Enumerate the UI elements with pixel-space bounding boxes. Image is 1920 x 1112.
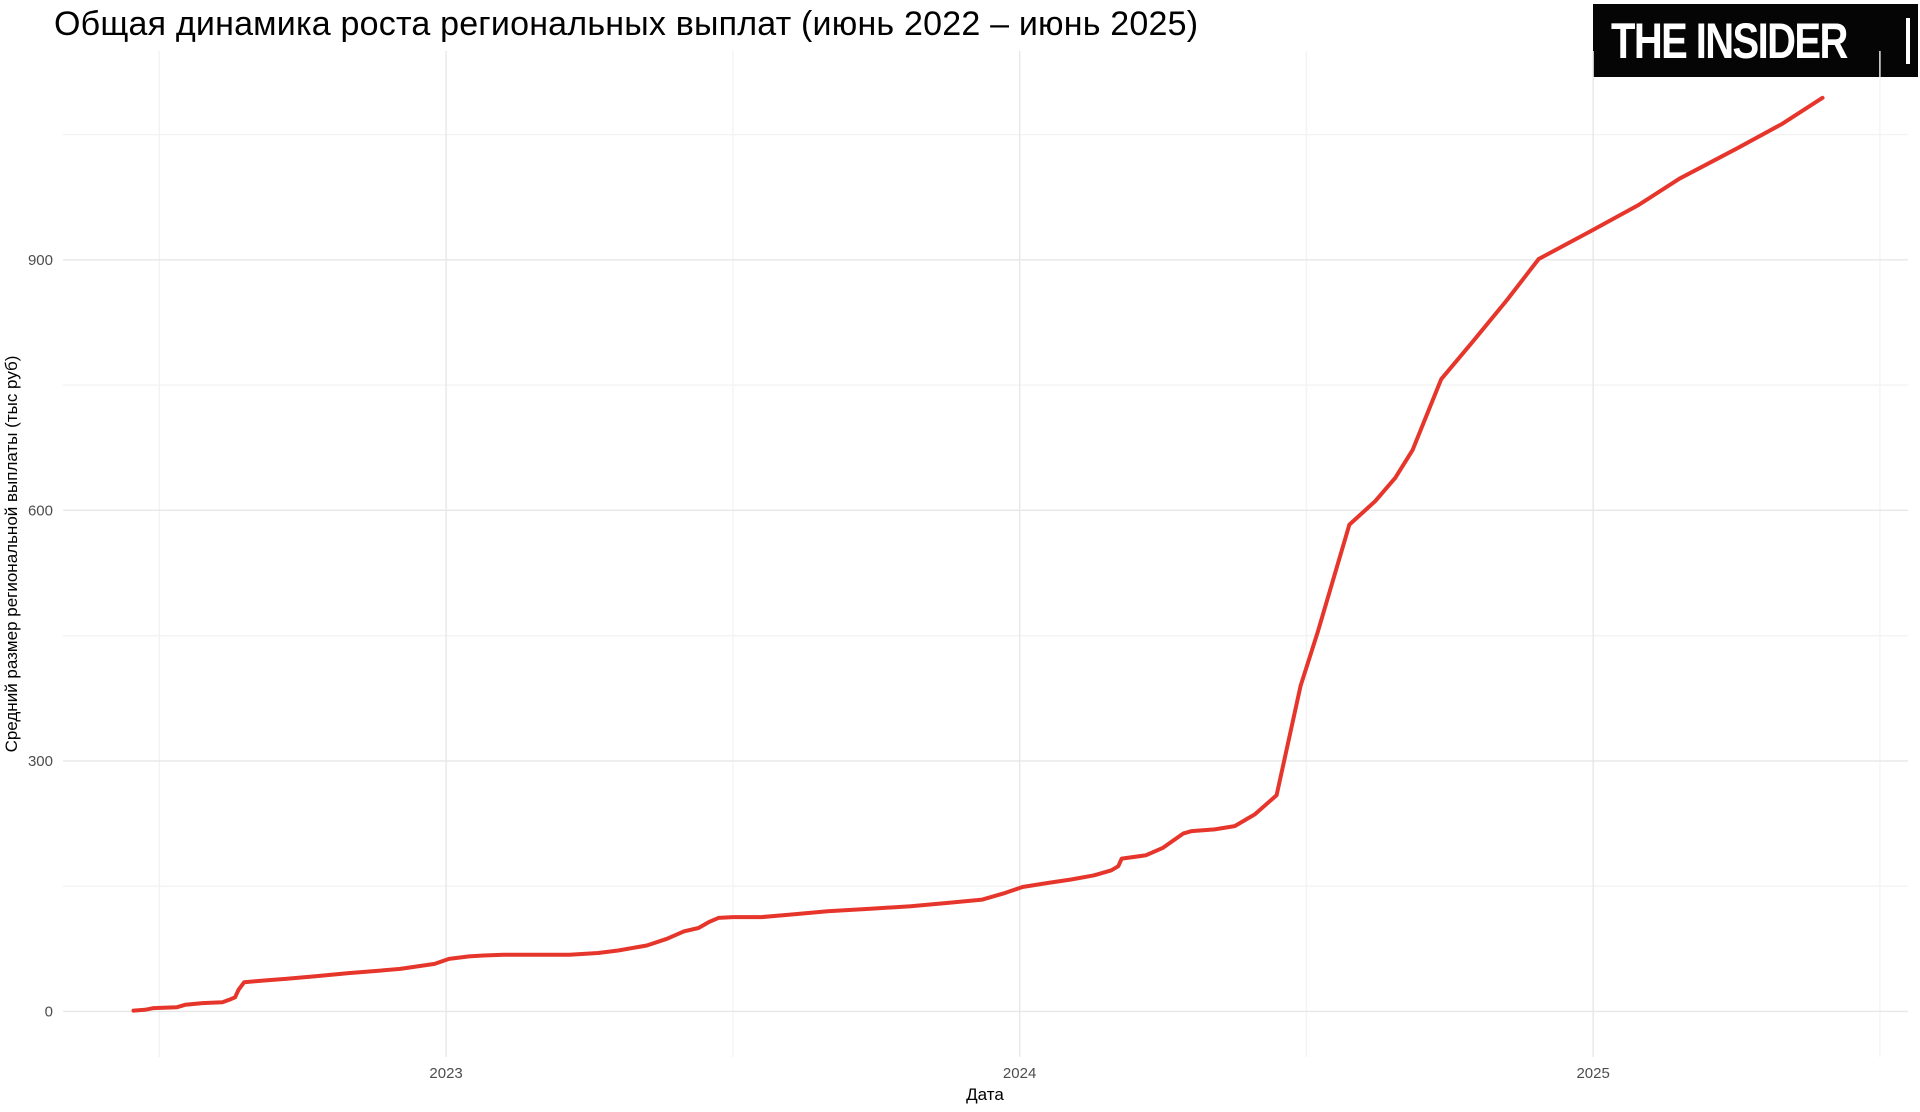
the-insider-logo: THE INSIDER xyxy=(1593,4,1918,77)
logo-wordmark: THE INSIDER xyxy=(1611,12,1848,69)
x-tick-label: 2024 xyxy=(1003,1065,1036,1082)
y-tick-label: 900 xyxy=(28,252,53,269)
data-line xyxy=(131,95,1825,1013)
gridlines-minor xyxy=(63,51,1908,1057)
x-tick-label: 2025 xyxy=(1576,1065,1609,1082)
gridlines-major xyxy=(63,51,1908,1057)
y-tick-label: 600 xyxy=(28,502,53,519)
logo-cursor-bar-icon xyxy=(1905,17,1910,64)
y-axis-title: Средний размер региональной выплаты (тыс… xyxy=(2,356,21,753)
axis-tick-labels: 0 300 600 900 2023 2024 2025 xyxy=(28,252,1610,1082)
x-tick-label: 2023 xyxy=(429,1065,462,1082)
y-tick-label: 0 xyxy=(45,1003,53,1020)
chart-title: Общая динамика роста региональных выплат… xyxy=(54,5,1199,43)
data-series xyxy=(131,95,1825,1013)
x-axis-title: Дата xyxy=(966,1085,1004,1104)
y-tick-label: 300 xyxy=(28,753,53,770)
